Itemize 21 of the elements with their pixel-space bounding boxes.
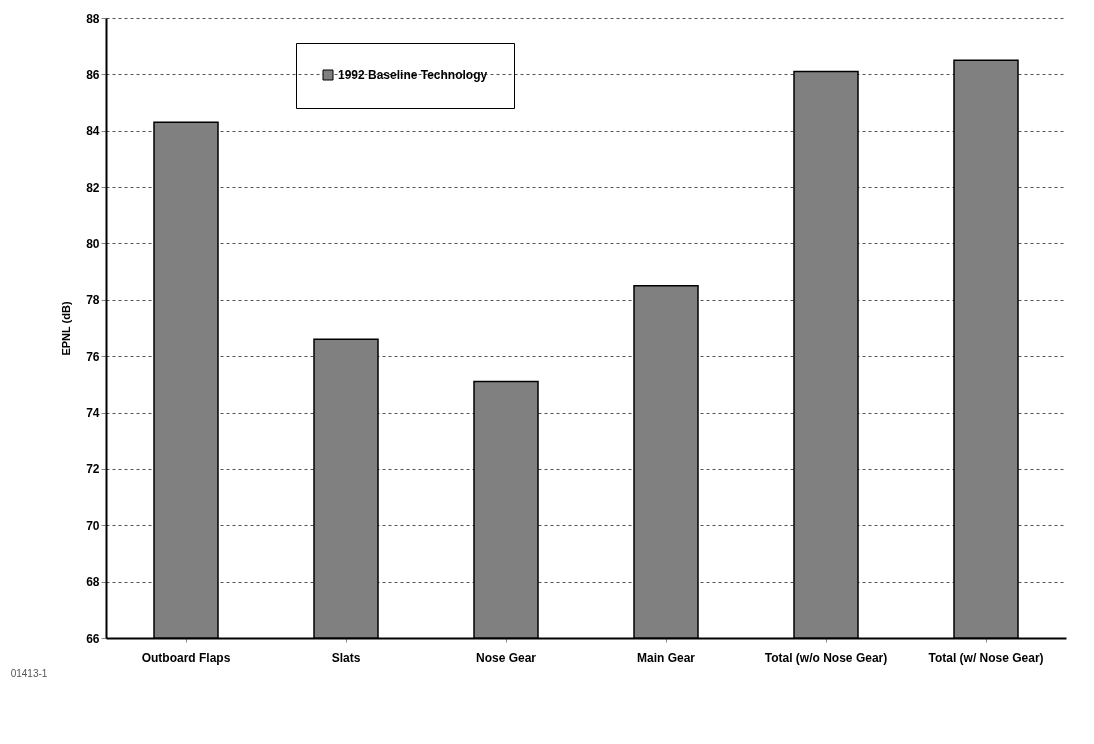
x-tick-label: Main Gear: [636, 650, 696, 665]
y-axis-title: EPNL (dB): [60, 301, 73, 356]
y-tick-label: 78: [86, 293, 100, 308]
y-tick-label: 76: [86, 349, 100, 364]
x-tick-label: Slats: [331, 650, 361, 665]
y-tick-label: 70: [86, 518, 100, 533]
x-tick-label: Total (w/o Nose Gear): [764, 650, 888, 665]
text: 01413-1: [10, 668, 48, 679]
x-tick-label: Nose Gear: [475, 650, 537, 665]
y-tick-label: 68: [86, 575, 100, 590]
legend-label: 1992 Baseline Technology: [338, 68, 488, 82]
y-tick-label: 82: [86, 180, 100, 195]
y-tick-label: 86: [86, 67, 100, 82]
y-tick-label: 88: [86, 11, 100, 26]
x-tick-label: Outboard Flaps: [141, 650, 231, 665]
y-tick-label: 74: [86, 406, 100, 421]
y-tick-label: 80: [86, 236, 100, 251]
y-tick-label: 72: [86, 462, 100, 477]
y-tick-label: 66: [86, 631, 100, 646]
y-tick-label: 84: [86, 124, 100, 139]
x-tick-label: Total (w/ Nose Gear): [928, 650, 1044, 665]
